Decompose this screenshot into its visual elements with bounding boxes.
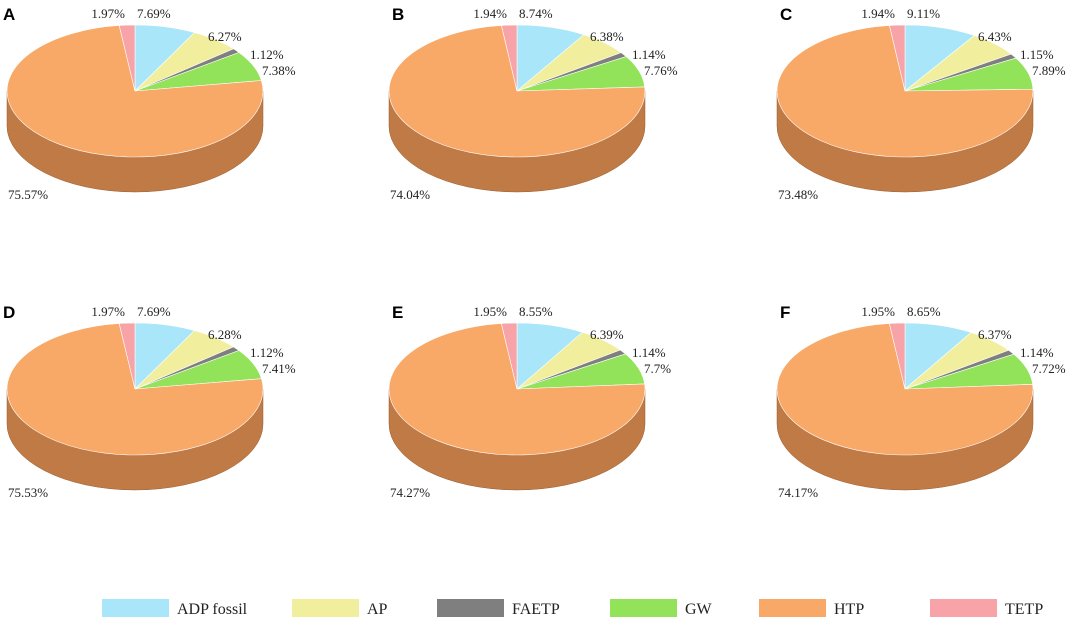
pie-panel-d: D 7.69% 6.28% 1.12%7.41% 75.53% 1.97% — [3, 303, 296, 500]
panel-letter: B — [392, 5, 404, 24]
data-label-gw: 7.76% — [644, 63, 678, 78]
data-label-htp: 75.53% — [8, 485, 48, 500]
legend-swatch-tetp — [930, 599, 997, 617]
panel-letter: A — [3, 5, 15, 24]
data-label-htp: 73.48% — [778, 187, 818, 202]
data-label-htp: 74.17% — [778, 485, 818, 500]
legend-label-gw: GW — [685, 601, 713, 618]
data-label-ap: 6.28% — [208, 327, 242, 342]
data-label-tetp: 1.95% — [473, 304, 507, 319]
data-label-gw: 7.38% — [262, 63, 296, 78]
legend-swatch-htp — [759, 599, 826, 617]
data-label-ap: 6.39% — [590, 327, 624, 342]
legend: ADP fossil AP FAETP GW HTP TETP — [102, 599, 1043, 618]
panel-letter: E — [392, 303, 403, 322]
legend-label-htp: HTP — [834, 601, 864, 618]
legend-swatch-adp-fossil — [102, 599, 169, 617]
legend-swatch-gw — [610, 599, 677, 617]
pie-slice-htp — [388, 323, 646, 456]
data-label-tetp: 1.97% — [91, 304, 125, 319]
data-label-tetp: 1.94% — [473, 6, 507, 21]
data-label-adp-fossil: 8.65% — [907, 304, 941, 319]
pie-slice-htp — [6, 25, 264, 158]
data-label-adp-fossil: 8.74% — [519, 6, 553, 21]
data-label-faetp: 1.14% — [632, 345, 666, 360]
data-label-faetp: 1.14% — [1020, 345, 1054, 360]
pie-slice-tetp — [118, 24, 136, 92]
pie-panel-f: F 8.65% 6.37% 1.14%7.72% 74.17% 1.95% — [776, 303, 1066, 500]
data-label-htp: 75.57% — [8, 187, 48, 202]
pie-slice-htp — [776, 25, 1034, 158]
pie-slice-tetp — [500, 322, 518, 390]
pie-panel-a: A 7.69% 6.27% 1.12%7.38% 75.57% 1.97% — [3, 5, 296, 202]
panel-letter: C — [780, 5, 792, 24]
data-label-adp-fossil: 7.69% — [137, 304, 171, 319]
data-label-faetp: 1.12% — [250, 345, 284, 360]
pie-slice-htp — [776, 323, 1034, 456]
data-label-faetp: 1.12% — [250, 47, 284, 62]
data-label-gw: 7.7% — [644, 361, 671, 376]
data-label-gw: 7.72% — [1032, 361, 1066, 376]
legend-label-ap: AP — [367, 601, 388, 618]
legend-swatch-faetp — [437, 599, 504, 617]
pie-slice-tetp — [889, 24, 906, 92]
data-label-htp: 74.04% — [390, 187, 430, 202]
pie-slice-tetp — [118, 322, 136, 390]
pie-slice-htp — [388, 25, 646, 158]
data-label-faetp: 1.14% — [632, 47, 666, 62]
data-label-tetp: 1.97% — [91, 6, 125, 21]
data-label-ap: 6.27% — [208, 29, 242, 44]
pie-panel-e: E 8.55% 6.39% 1.14%7.7% 74.27% 1.95% — [388, 303, 671, 500]
data-label-adp-fossil: 8.55% — [519, 304, 553, 319]
data-label-tetp: 1.95% — [861, 304, 895, 319]
data-label-adp-fossil: 7.69% — [137, 6, 171, 21]
data-label-gw: 7.89% — [1032, 63, 1066, 78]
data-label-ap: 6.37% — [978, 327, 1012, 342]
data-label-gw: 7.41% — [262, 361, 296, 376]
pie-slice-htp — [6, 323, 264, 456]
pie-slice-tetp — [501, 24, 518, 92]
data-label-tetp: 1.94% — [861, 6, 895, 21]
pie-panel-b: B 8.74% 6.38% 1.14%7.76% 74.04% 1.94% — [388, 5, 678, 202]
pie-panel-c: C 9.11% 6.43% 1.15%7.89% 73.48% 1.94% — [776, 5, 1066, 202]
panel-letter: F — [780, 303, 790, 322]
legend-label-tetp: TETP — [1005, 601, 1043, 618]
data-label-ap: 6.38% — [590, 29, 624, 44]
data-label-faetp: 1.15% — [1020, 47, 1054, 62]
data-label-adp-fossil: 9.11% — [907, 6, 940, 21]
legend-label-adp-fossil: ADP fossil — [177, 601, 248, 618]
panel-letter: D — [3, 303, 15, 322]
legend-swatch-ap — [292, 599, 359, 617]
data-label-htp: 74.27% — [390, 485, 430, 500]
legend-label-faetp: FAETP — [512, 601, 560, 618]
pie-slice-tetp — [888, 322, 906, 390]
data-label-ap: 6.43% — [978, 29, 1012, 44]
